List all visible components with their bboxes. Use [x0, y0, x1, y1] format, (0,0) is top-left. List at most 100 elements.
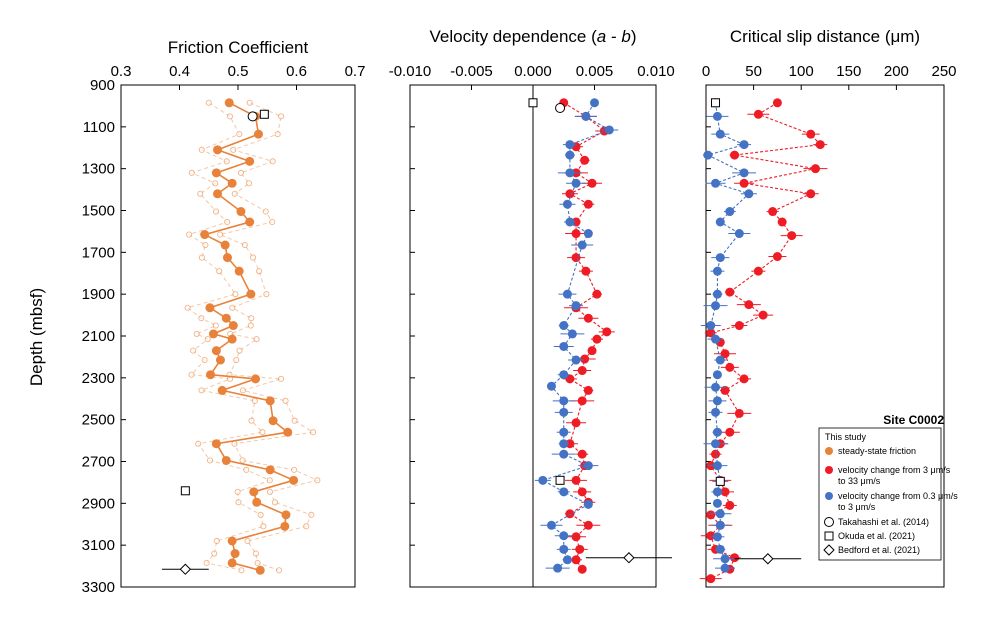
reference-point-square — [711, 98, 721, 108]
friction-envelope-point — [253, 336, 260, 343]
ytick-label: 2100 — [82, 328, 115, 345]
slip-series-0-point — [720, 385, 730, 395]
velocity-series-0-point — [571, 532, 581, 542]
velocity-series-0-point — [583, 199, 593, 209]
friction-series-0-point — [228, 321, 238, 331]
slip-series-0-point — [758, 310, 768, 320]
velocity-series-1-point — [562, 289, 572, 299]
slip-xtick-label: 0 — [702, 63, 710, 80]
friction-envelope-point — [239, 387, 246, 394]
friction-envelope-point — [206, 457, 214, 464]
friction-series-0-point — [281, 510, 291, 520]
friction-envelope-point — [216, 268, 223, 275]
slip-series-0-point — [806, 189, 816, 199]
slip-series-0-point — [730, 150, 740, 160]
velocity-series-1-point — [583, 229, 593, 239]
friction-envelope-point — [246, 99, 253, 106]
friction-series-0-point — [249, 487, 259, 497]
ytick-label: 2500 — [82, 412, 115, 429]
friction-series-0-point — [211, 439, 221, 449]
slip-xtick-label: 50 — [745, 63, 762, 80]
legend-label: velocity change from 0.3 μm/s — [838, 491, 958, 501]
friction-series-0-point — [227, 558, 237, 568]
slip-series-1-point — [712, 111, 722, 121]
friction-series-0-point — [215, 355, 225, 365]
velocity-series-0-point — [587, 346, 597, 356]
friction-envelope-point — [186, 231, 193, 238]
velocity-series-0-point — [565, 509, 575, 519]
legend-header: This study — [825, 432, 867, 442]
velocity-series-0-point — [583, 520, 593, 530]
friction-title: Friction Coefficient — [168, 38, 309, 57]
friction-series-0-point — [217, 385, 227, 395]
slip-series-1-point — [712, 461, 722, 471]
velocity-series-1-point — [590, 98, 599, 108]
friction-xtick-label: 0.5 — [228, 63, 249, 80]
friction-series-0-point — [246, 289, 256, 299]
friction-series-0-point — [221, 313, 231, 323]
velocity-series-1-point — [562, 199, 572, 209]
slip-series-0-point — [734, 408, 744, 418]
slip-series-0-point — [810, 164, 820, 174]
slip-series-1-point — [712, 370, 722, 380]
slip-xtick-label: 200 — [884, 63, 909, 80]
velocity-series-1-point — [546, 381, 556, 391]
friction-series-0-point — [205, 303, 215, 313]
slip-series-1-point — [744, 189, 754, 199]
friction-series-0-point — [289, 475, 299, 485]
friction-series-0-point — [252, 497, 262, 507]
friction-envelope-point — [235, 499, 242, 506]
velocity-series-0-point — [583, 385, 593, 395]
velocity-xtick-label: -0.010 — [389, 63, 432, 80]
velocity-series-1-point — [565, 150, 575, 160]
slip-series-0-point — [734, 321, 744, 331]
slip-series-1-point — [715, 217, 725, 227]
friction-envelope-point — [278, 375, 285, 382]
slip-series-1-point — [711, 439, 721, 449]
friction-series-0-point — [265, 465, 275, 475]
slip-series-1-point — [706, 321, 716, 331]
velocity-series-1-point — [571, 301, 581, 311]
slip-series-0-point — [772, 98, 782, 108]
friction-envelope-point — [213, 208, 220, 215]
friction-xtick-label: 0.7 — [345, 63, 366, 80]
slip-series-1-point — [715, 355, 725, 365]
slip-series-0-point — [753, 109, 763, 119]
friction-frame — [120, 84, 356, 588]
velocity-series-1-point — [562, 555, 572, 565]
slip-series-1-point — [712, 532, 722, 542]
friction-envelope-point — [276, 567, 283, 574]
friction-envelope-point — [248, 417, 255, 424]
friction-xtick-label: 0.6 — [286, 63, 307, 80]
friction-envelope-point — [262, 208, 269, 215]
friction-panel: 0.3 0.4 0.5 0.6 0.7 900 1100 1300 1500 1700 1900 21… — [82, 38, 366, 596]
friction-series-0-point — [227, 334, 237, 344]
slip-series-0-point — [772, 252, 782, 262]
velocity-series-0-point — [577, 487, 587, 497]
slip-series-1-point — [711, 178, 721, 188]
velocity-series-0-point — [577, 564, 587, 574]
friction-envelope-point — [190, 347, 197, 354]
friction-series-0-point — [200, 230, 210, 240]
velocity-series-0-point — [565, 439, 575, 449]
slip-series-0-point — [739, 178, 749, 188]
friction-series-0-point — [245, 217, 255, 227]
slip-series-0-point — [706, 328, 716, 338]
slip-series-0-point — [744, 300, 754, 310]
legend-marker — [825, 492, 833, 500]
velocity-series-0-point — [577, 449, 587, 459]
reference-point-square — [555, 475, 565, 485]
friction-envelope-point — [237, 169, 244, 176]
velocity-series-0-point — [571, 555, 581, 565]
slip-series-1-point — [715, 509, 725, 519]
friction-envelope-point — [204, 336, 211, 343]
velocity-series-0-point — [592, 334, 602, 344]
reference-point-square — [715, 476, 725, 486]
friction-envelope-point — [233, 357, 240, 364]
legend-marker — [825, 447, 833, 455]
ytick-label: 1100 — [83, 119, 115, 136]
reference-point-diamond — [179, 563, 192, 575]
slip-xtick-label: 100 — [789, 63, 814, 80]
legend-marker — [824, 517, 834, 527]
